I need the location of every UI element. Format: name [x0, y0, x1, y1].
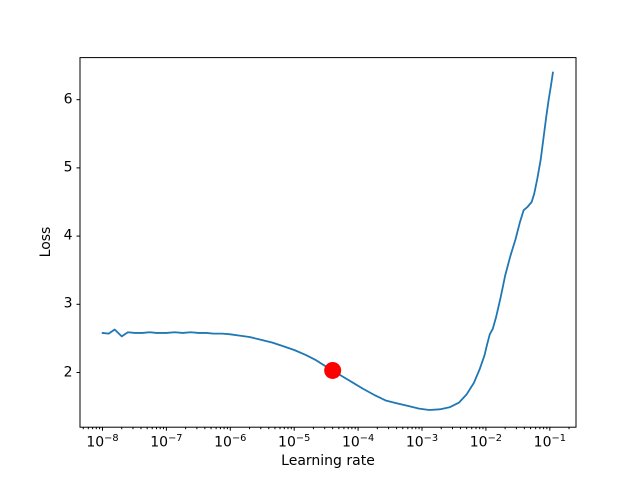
axes-border [79, 57, 577, 428]
x-axis-label: Learning rate [281, 453, 375, 469]
x-tick-label: 10−5 [278, 433, 311, 451]
suggested-lr-marker [324, 361, 342, 379]
x-tick-label: 10−1 [533, 433, 566, 451]
loss-curve [101, 71, 554, 411]
y-axis-label: Loss [38, 226, 54, 258]
x-tick-label: 10−4 [341, 433, 375, 451]
y-tick-label: 4 [63, 227, 73, 244]
y-tick-label: 2 [63, 364, 73, 380]
y-tick-label: 3 [63, 295, 73, 312]
x-tick-label: 10−2 [469, 433, 503, 451]
x-tick-label: 10−6 [214, 433, 247, 451]
y-tick-label: 6 [63, 91, 73, 108]
x-tick-label: 10−3 [405, 433, 439, 451]
x-tick-label: 10−7 [150, 433, 183, 451]
y-tick-label: 5 [63, 159, 73, 176]
x-tick-label: 10−8 [86, 433, 119, 451]
